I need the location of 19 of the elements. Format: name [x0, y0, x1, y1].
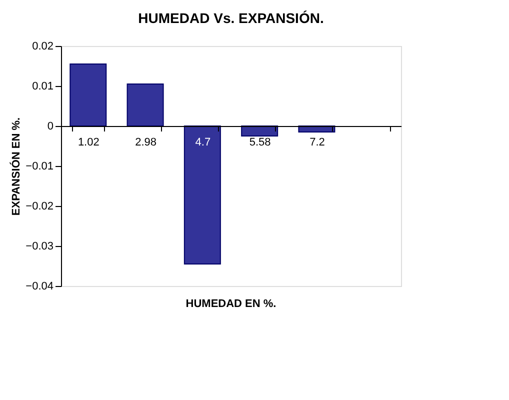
- bar: [241, 126, 278, 136]
- bar: [126, 84, 164, 126]
- x-tick-label: 2.98: [135, 136, 156, 148]
- bar: [184, 126, 221, 264]
- x-tick-label: 4.7: [195, 136, 211, 148]
- x-tick-label: 7.2: [310, 136, 325, 148]
- y-tick-label: −0.03: [26, 240, 54, 252]
- x-axis-title: HUMEDAD EN %.: [186, 298, 276, 310]
- y-tick-label: −0.01: [26, 160, 54, 172]
- bar: [70, 64, 107, 126]
- x-tick-label: 1.02: [78, 136, 100, 148]
- y-tick-label: 0.02: [32, 40, 54, 52]
- chart-title: HUMEDAD Vs. EXPANSIÓN.: [138, 10, 324, 26]
- y-tick-label: −0.04: [26, 280, 54, 292]
- y-axis-title: EXPANSIÓN EN %.: [10, 117, 23, 216]
- y-tick-label: 0: [47, 120, 54, 132]
- x-tick-label: 5.58: [249, 136, 271, 148]
- y-tick-label: 0.01: [32, 80, 54, 92]
- y-tick-label: −0.02: [26, 200, 54, 212]
